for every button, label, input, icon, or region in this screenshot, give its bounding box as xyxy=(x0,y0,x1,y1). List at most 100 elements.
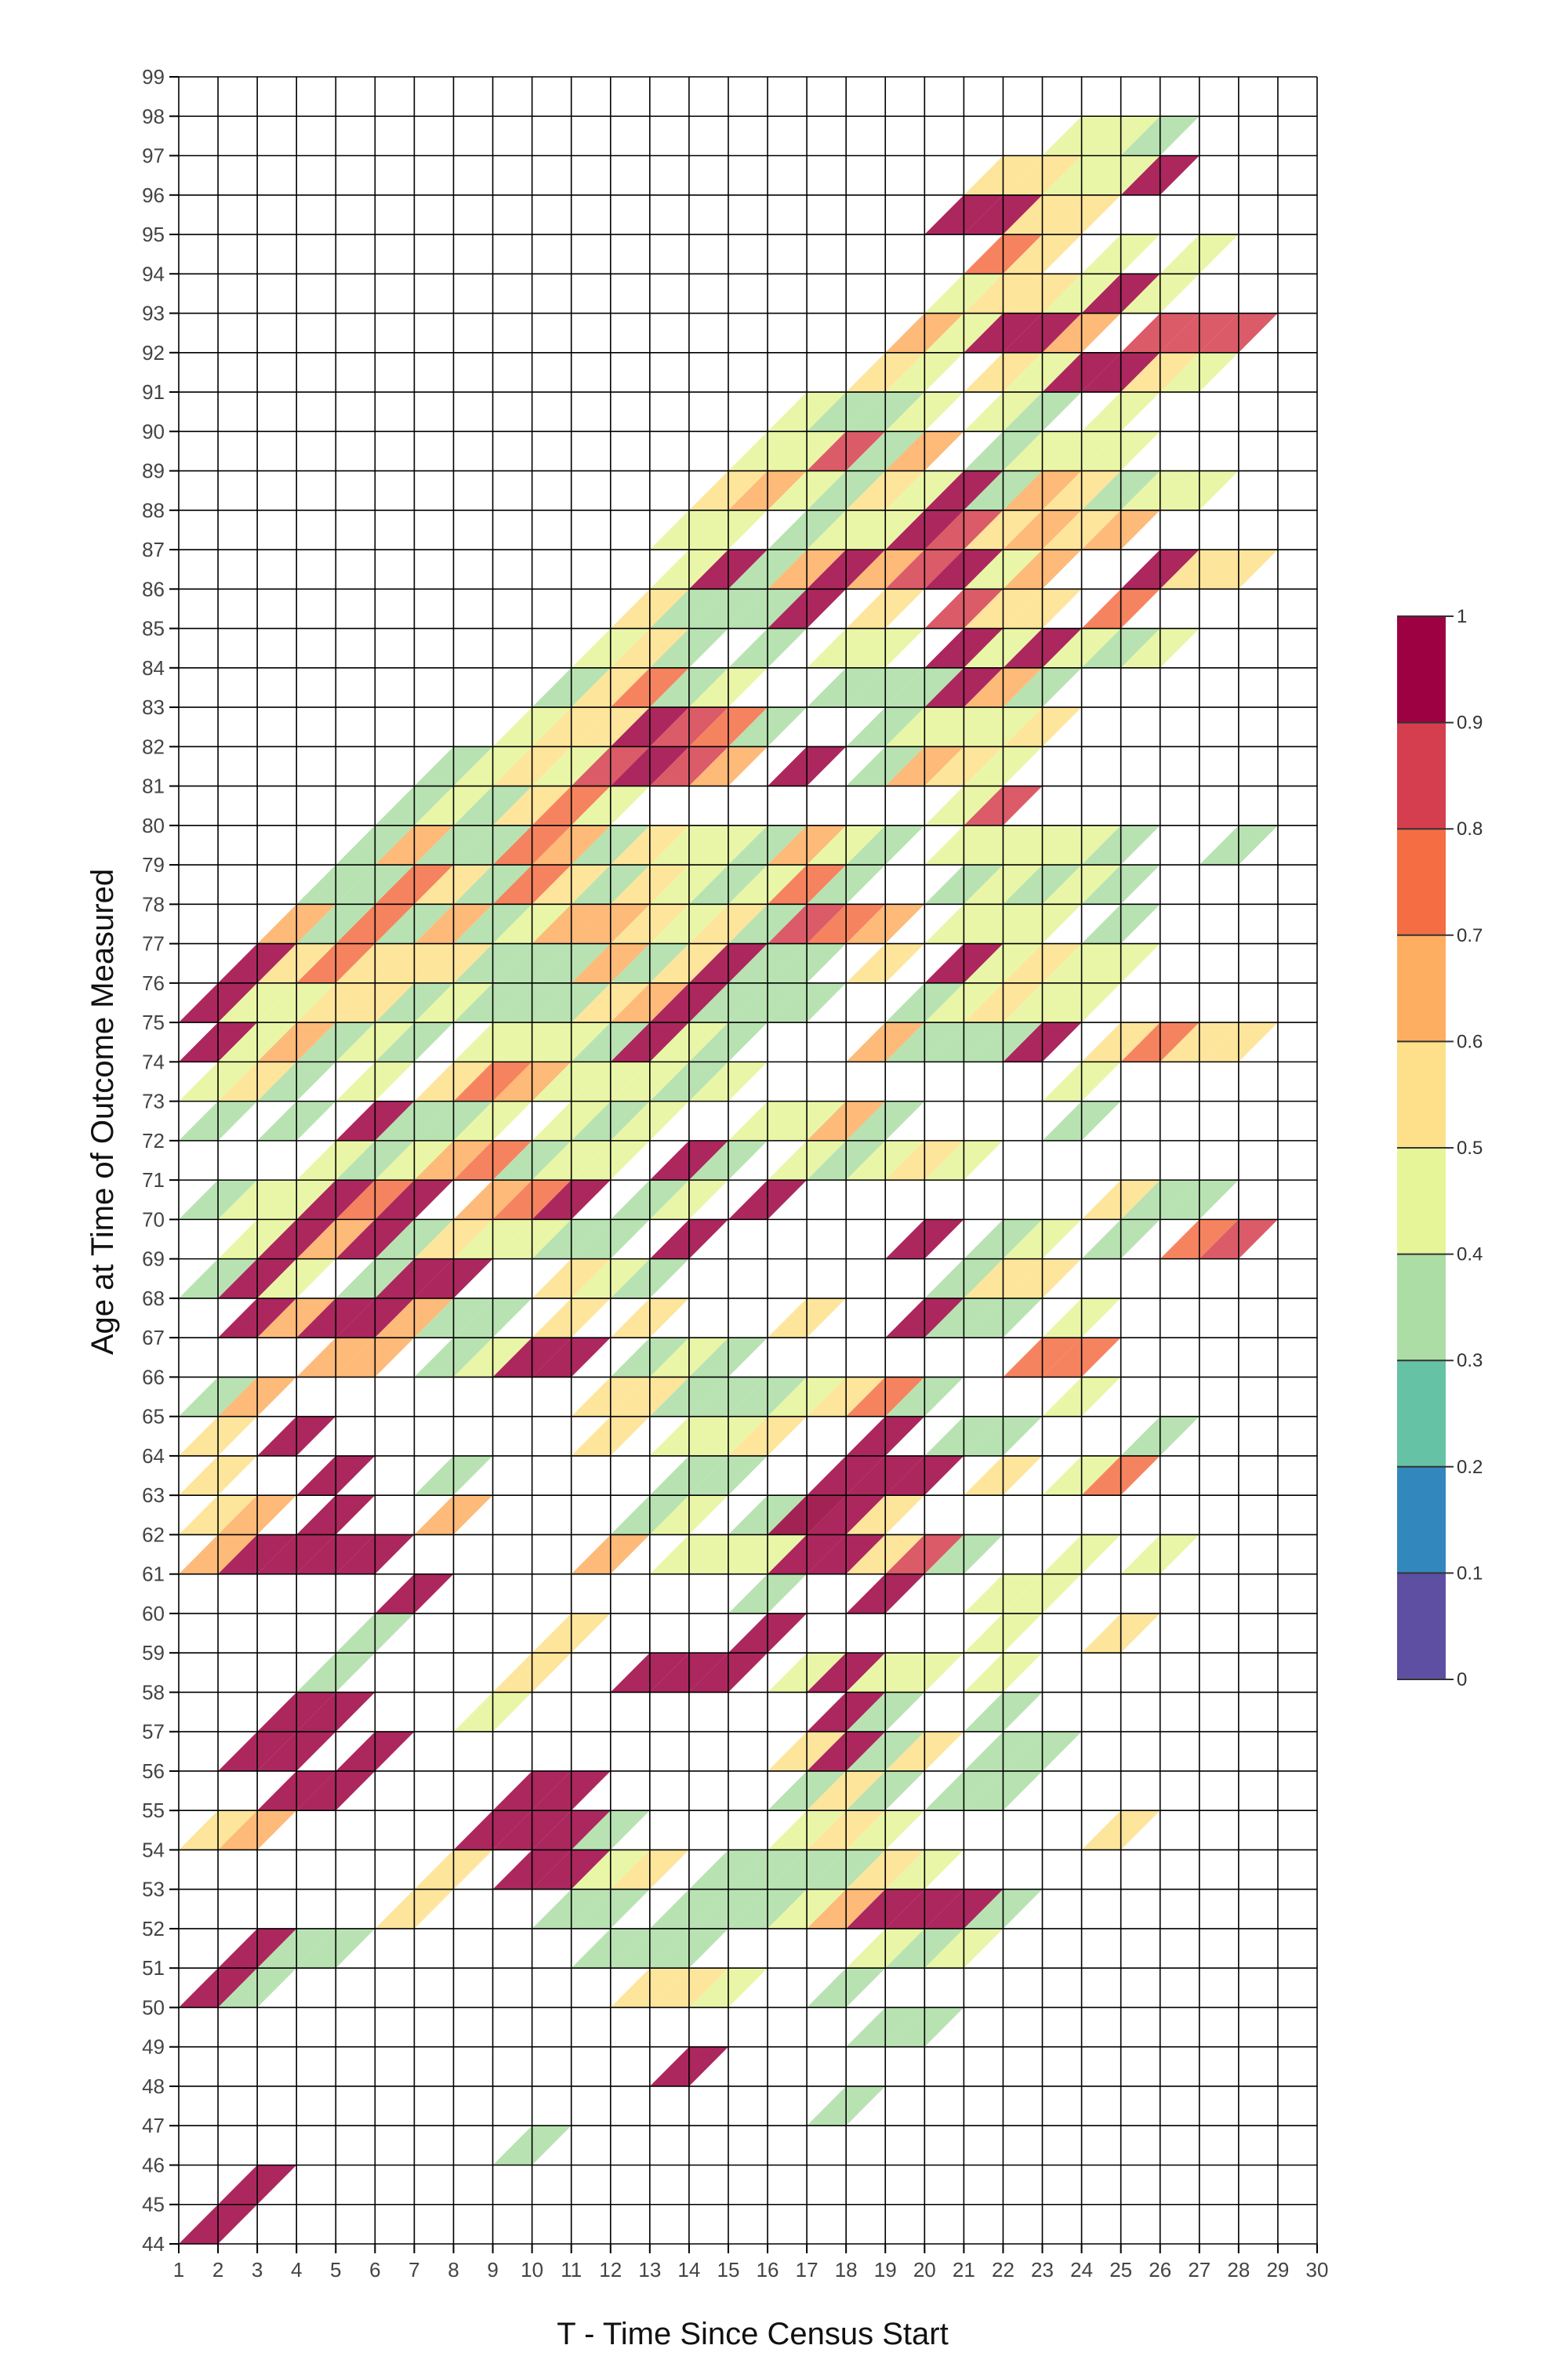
x-tick-label: 11 xyxy=(561,2258,582,2282)
colorbar-segment xyxy=(1397,1254,1446,1361)
y-tick-label: 76 xyxy=(142,971,165,995)
y-tick-label: 70 xyxy=(142,1207,165,1231)
y-tick-label: 56 xyxy=(142,1759,165,1783)
y-tick-label: 97 xyxy=(142,144,165,168)
colorbar-segment xyxy=(1397,1041,1446,1148)
y-tick-label: 73 xyxy=(142,1090,165,1113)
x-tick-label: 16 xyxy=(757,2258,779,2282)
y-tick-label: 87 xyxy=(142,538,165,561)
x-tick-label: 29 xyxy=(1266,2258,1289,2282)
y-tick-label: 83 xyxy=(142,695,165,719)
y-tick-label: 74 xyxy=(142,1050,165,1073)
x-tick-label: 9 xyxy=(487,2258,498,2282)
y-tick-label: 48 xyxy=(142,2075,165,2098)
colorbar: 0 0.1 0.2 0.3 0.4 0.5 0.6 0.7 0.8 0.9 1 xyxy=(1397,606,1483,1690)
colorbar-segment xyxy=(1397,1573,1446,1679)
y-tick-label: 57 xyxy=(142,1720,165,1744)
y-tick-label: 96 xyxy=(142,183,165,207)
y-tick-label: 77 xyxy=(142,932,165,956)
y-tick-label: 90 xyxy=(142,419,165,443)
colorbar-tick-label: 0.5 xyxy=(1457,1138,1483,1159)
y-tick-label: 79 xyxy=(142,853,165,877)
x-tick-label: 4 xyxy=(291,2258,302,2282)
x-tick-label: 13 xyxy=(638,2258,661,2282)
y-tick-label: 93 xyxy=(142,302,165,325)
y-tick-label: 75 xyxy=(142,1011,165,1034)
y-tick-label: 50 xyxy=(142,1995,165,2019)
colorbar-tick-label: 0 xyxy=(1457,1669,1467,1690)
y-tick-label: 51 xyxy=(142,1956,165,1980)
x-tick-label: 10 xyxy=(521,2258,543,2282)
y-tick-label: 94 xyxy=(142,262,165,285)
y-tick-label: 67 xyxy=(142,1326,165,1349)
grid-layer xyxy=(178,76,1318,2245)
x-tick-label: 19 xyxy=(874,2258,897,2282)
colorbar-segment xyxy=(1397,1360,1446,1467)
y-tick-label: 52 xyxy=(142,1917,165,1940)
x-tick-label: 20 xyxy=(913,2258,936,2282)
x-tick-label: 2 xyxy=(212,2258,223,2282)
x-tick-label: 3 xyxy=(252,2258,263,2282)
colorbar-tick-label: 0.2 xyxy=(1457,1457,1483,1478)
y-tick-label: 91 xyxy=(142,380,165,404)
x-tick-label: 17 xyxy=(796,2258,818,2282)
x-tick-label: 15 xyxy=(717,2258,740,2282)
x-tick-label: 7 xyxy=(408,2258,419,2282)
y-tick-label: 59 xyxy=(142,1641,165,1664)
y-tick-label: 46 xyxy=(142,2153,165,2176)
y-tick-label: 47 xyxy=(142,2114,165,2137)
y-tick-label: 84 xyxy=(142,656,165,680)
y-tick-label: 95 xyxy=(142,223,165,246)
y-tick-label: 69 xyxy=(142,1247,165,1271)
y-tick-label: 86 xyxy=(142,577,165,601)
y-tick-label: 82 xyxy=(142,735,165,758)
y-tick-label: 66 xyxy=(142,1365,165,1389)
x-tick-label: 5 xyxy=(330,2258,341,2282)
x-tick-label: 6 xyxy=(369,2258,380,2282)
y-tick-label: 44 xyxy=(142,2232,165,2256)
y-tick-label: 71 xyxy=(142,1168,165,1192)
y-axis-title: Age at Time of Outcome Measured xyxy=(85,869,120,1355)
colorbar-tick-label: 0.7 xyxy=(1457,925,1483,946)
y-tick-label: 85 xyxy=(142,617,165,641)
x-tick-label: 14 xyxy=(677,2258,700,2282)
y-tick-label: 68 xyxy=(142,1287,165,1310)
y-tick-label: 99 xyxy=(142,65,165,89)
y-tick-label: 54 xyxy=(142,1838,165,1861)
x-tick-label: 8 xyxy=(448,2258,459,2282)
colorbar-segment xyxy=(1397,722,1446,830)
colorbar-tick-label: 0.4 xyxy=(1457,1244,1483,1265)
colorbar-tick-label: 0.1 xyxy=(1457,1563,1483,1584)
y-tick-label: 64 xyxy=(142,1444,165,1468)
y-tick-label: 61 xyxy=(142,1563,165,1586)
colorbar-segment xyxy=(1397,616,1446,723)
colorbar-segment xyxy=(1397,935,1446,1042)
y-tick-label: 53 xyxy=(142,1878,165,1901)
colorbar-tick-label: 0.6 xyxy=(1457,1031,1483,1052)
colorbar-tick-label: 0.3 xyxy=(1457,1350,1483,1371)
y-tick-label: 45 xyxy=(142,2193,165,2216)
x-tick-label: 18 xyxy=(835,2258,858,2282)
y-tick-label: 81 xyxy=(142,775,165,798)
x-tick-label: 24 xyxy=(1070,2258,1093,2282)
y-tick-label: 89 xyxy=(142,459,165,483)
y-tick-label: 55 xyxy=(142,1799,165,1822)
x-axis-title: T - Time Since Census Start xyxy=(557,2317,948,2351)
x-tick-label: 12 xyxy=(599,2258,622,2282)
x-tick-label: 22 xyxy=(992,2258,1014,2282)
y-tick-label: 49 xyxy=(142,2035,165,2059)
x-tick-label: 26 xyxy=(1149,2258,1171,2282)
y-tick-label: 72 xyxy=(142,1129,165,1153)
x-tick-label: 28 xyxy=(1227,2258,1250,2282)
y-tick-label: 88 xyxy=(142,499,165,522)
y-tick-label: 63 xyxy=(142,1483,165,1507)
y-tick-label: 92 xyxy=(142,341,165,365)
x-tick-label: 1 xyxy=(173,2258,184,2282)
y-tick-label: 78 xyxy=(142,892,165,916)
x-tick-label: 25 xyxy=(1109,2258,1132,2282)
colorbar-segment xyxy=(1397,1148,1446,1254)
colorbar-segment xyxy=(1397,1466,1446,1574)
x-tick-label: 30 xyxy=(1306,2258,1329,2282)
